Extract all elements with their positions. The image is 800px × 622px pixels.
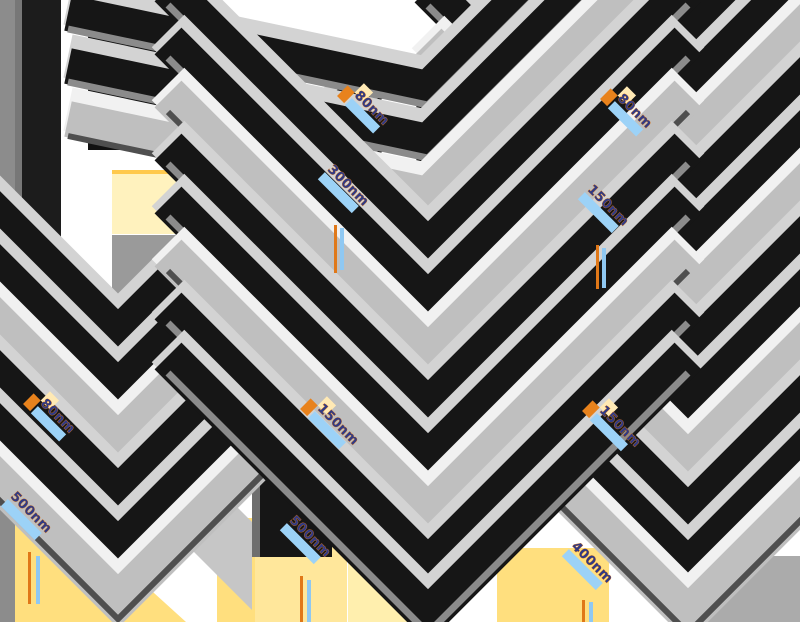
label-orange-block [600,88,618,107]
drip-blue [602,248,606,288]
label-blue-sliver [344,98,381,134]
drip-orange [582,600,585,622]
label-orange-block [337,85,355,104]
label-blue-sliver [30,406,67,442]
drip-orange [334,225,337,273]
drip-orange [300,576,303,622]
label-drip-artifacts [28,225,606,622]
label-orange-block [23,393,41,412]
label-blue-sliver [589,413,628,452]
drip-orange [28,552,31,604]
label-blue-sliver [0,499,42,541]
label-orange-block [582,400,600,419]
label-blue-sliver [577,192,619,234]
drip-orange [596,245,599,289]
label-blue-sliver [307,411,346,450]
label-blue-sliver [279,523,321,565]
label-blue-sliver [317,172,359,214]
drip-blue [307,580,311,622]
label-blue-sliver [607,101,644,137]
label-blue-sliver [561,549,603,591]
drip-blue [589,602,593,622]
label-orange-block [300,398,318,417]
drip-blue [36,556,40,604]
drip-blue [340,228,344,270]
